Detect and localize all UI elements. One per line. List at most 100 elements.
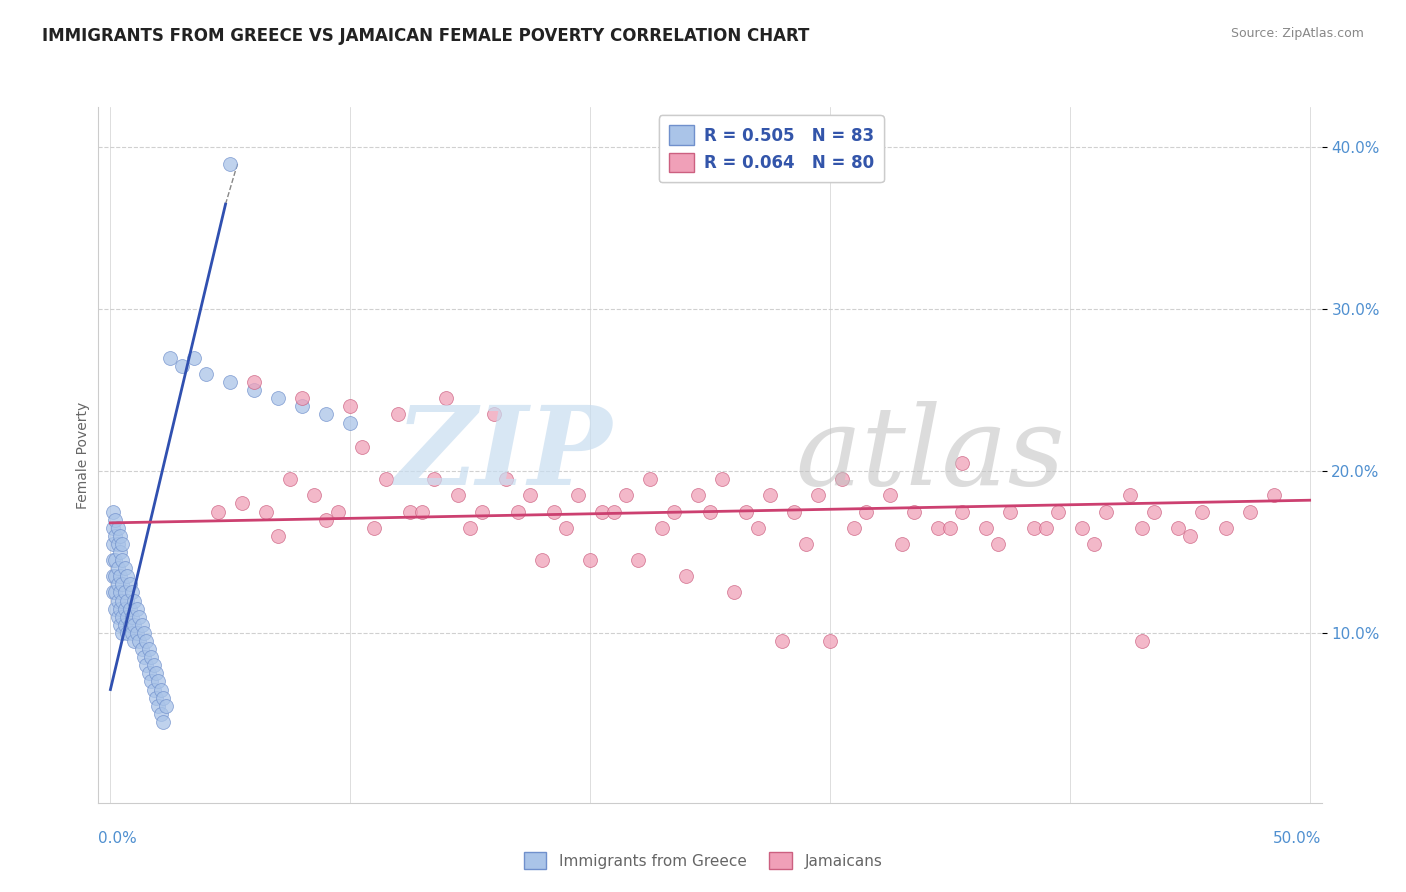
Point (508, 504, 530, 518)
Point (662, 504, 685, 518)
Point (183, 351, 205, 365)
Point (328, 504, 350, 518)
Point (101, 537, 124, 551)
Point (114, 561, 136, 575)
Point (149, 706, 172, 721)
Point (219, 156, 242, 170)
Point (142, 658, 165, 673)
Point (108, 545, 131, 559)
Point (125, 601, 148, 615)
Point (842, 521, 865, 535)
Point (278, 472, 301, 486)
Point (107, 577, 129, 591)
Point (555, 521, 578, 535)
Point (111, 626, 134, 640)
Point (267, 392, 290, 406)
Point (1070, 521, 1092, 535)
Point (118, 577, 141, 591)
Point (890, 537, 912, 551)
Point (807, 488, 830, 502)
Point (231, 496, 253, 510)
Point (118, 617, 141, 632)
Point (711, 472, 734, 486)
Point (879, 488, 901, 502)
Point (114, 585, 136, 599)
Point (315, 408, 337, 422)
Point (115, 593, 138, 607)
Point (107, 521, 129, 535)
Point (107, 609, 129, 624)
Point (352, 440, 374, 454)
Point (1130, 634, 1153, 648)
Point (927, 521, 949, 535)
Point (363, 521, 385, 535)
Point (1130, 521, 1153, 535)
Y-axis label: Female Poverty: Female Poverty (76, 401, 90, 508)
Text: atlas: atlas (796, 401, 1066, 508)
Point (108, 529, 131, 543)
Point (1035, 521, 1057, 535)
Point (104, 569, 127, 583)
Point (735, 504, 758, 518)
Point (519, 488, 541, 502)
Point (567, 488, 589, 502)
Point (111, 593, 134, 607)
Point (434, 392, 457, 406)
Point (675, 569, 697, 583)
Point (108, 617, 131, 632)
Point (108, 569, 131, 583)
Point (101, 553, 124, 567)
Point (254, 504, 277, 518)
Point (1094, 504, 1116, 518)
Point (138, 666, 160, 681)
Point (304, 488, 326, 502)
Point (903, 504, 925, 518)
Point (1191, 504, 1213, 518)
Point (974, 521, 997, 535)
Point (124, 617, 146, 632)
Point (1215, 521, 1237, 535)
Point (471, 504, 494, 518)
Point (998, 504, 1021, 518)
Point (104, 513, 127, 527)
Point (387, 408, 409, 422)
Point (603, 504, 626, 518)
Legend: Immigrants from Greece, Jamaicans: Immigrants from Greece, Jamaicans (517, 846, 889, 875)
Point (132, 650, 155, 665)
Point (114, 601, 136, 615)
Point (855, 504, 877, 518)
Point (125, 626, 148, 640)
Point (152, 690, 174, 705)
Point (1046, 504, 1069, 518)
Point (987, 537, 1010, 551)
Point (107, 537, 129, 551)
Point (1263, 488, 1285, 502)
Point (458, 521, 481, 535)
Point (818, 634, 841, 648)
Point (124, 634, 146, 648)
Point (1167, 521, 1189, 535)
Point (121, 609, 143, 624)
Point (627, 553, 650, 567)
Point (1022, 521, 1045, 535)
Point (107, 593, 129, 607)
Point (142, 682, 165, 697)
Point (104, 553, 127, 567)
Point (243, 375, 266, 389)
Point (108, 601, 131, 615)
Point (195, 367, 218, 381)
Point (155, 698, 177, 713)
Point (132, 626, 155, 640)
Point (131, 642, 153, 657)
Text: ZIP: ZIP (395, 401, 612, 508)
Point (339, 416, 361, 430)
Point (141, 674, 163, 689)
Point (152, 714, 174, 729)
Point (950, 504, 973, 518)
Point (531, 553, 554, 567)
Point (135, 634, 157, 648)
Point (107, 561, 129, 575)
Point (783, 504, 806, 518)
Point (614, 488, 637, 502)
Legend: R = 0.505   N = 83, R = 0.064   N = 80: R = 0.505 N = 83, R = 0.064 N = 80 (658, 115, 884, 182)
